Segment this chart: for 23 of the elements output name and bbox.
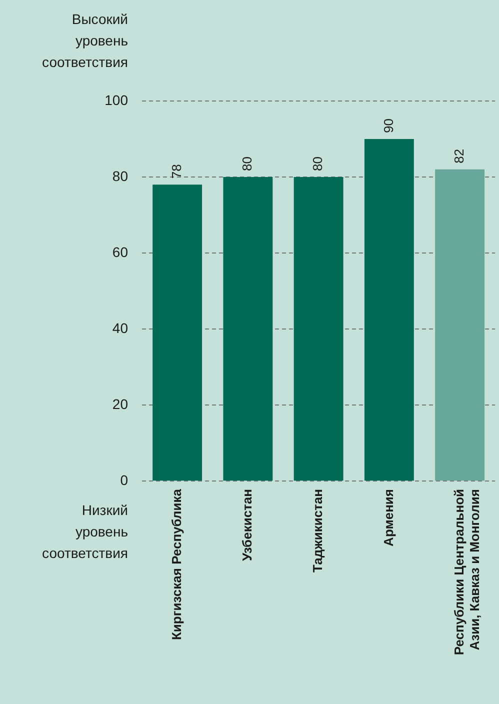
text: Низкий уровень соответствия bbox=[42, 502, 128, 561]
data-label: 80 bbox=[240, 156, 255, 171]
data-label: 90 bbox=[380, 118, 396, 133]
y-tick-label: 40 bbox=[112, 320, 128, 336]
data-label: 78 bbox=[168, 164, 184, 179]
bar bbox=[435, 169, 485, 481]
bar bbox=[294, 177, 344, 481]
x-tick-label: Узбекистан bbox=[240, 489, 255, 562]
y-tick-label: 60 bbox=[112, 244, 128, 260]
bar bbox=[364, 139, 414, 481]
y-tick-label: 80 bbox=[112, 168, 128, 184]
y-tick-label: 20 bbox=[112, 396, 128, 412]
bar bbox=[152, 184, 202, 481]
x-tick-label: Армения bbox=[380, 489, 396, 546]
x-tick-label: Киргизская Республика bbox=[168, 488, 184, 640]
y-tick-label: 0 bbox=[120, 472, 128, 488]
data-label: 80 bbox=[310, 156, 326, 171]
y-tick-label: 100 bbox=[104, 92, 128, 108]
x-tick-label: Таджикистан bbox=[310, 489, 326, 572]
bar bbox=[223, 177, 273, 481]
x-tick-label: Республики Центральной Азии, Кавказ и Монголия bbox=[451, 488, 482, 656]
text: Высокий уровень соответствия bbox=[42, 10, 128, 70]
data-label: 82 bbox=[451, 148, 466, 164]
